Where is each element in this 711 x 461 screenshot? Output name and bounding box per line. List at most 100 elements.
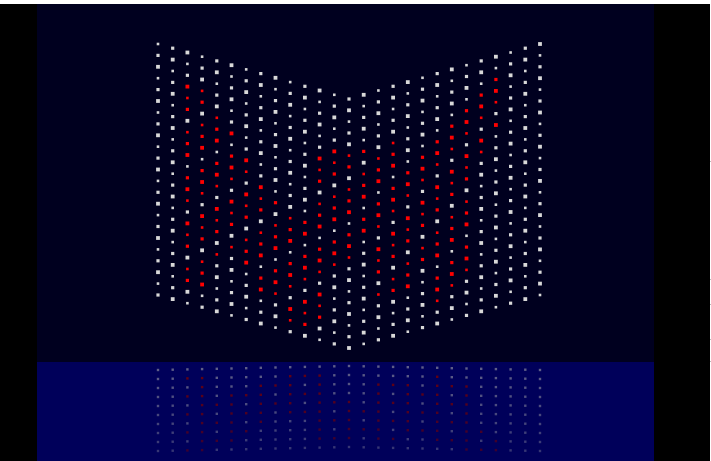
grid-dot bbox=[479, 104, 484, 109]
grid-dot bbox=[347, 210, 351, 215]
reflection-dot bbox=[377, 392, 380, 395]
grid-dot bbox=[405, 148, 410, 153]
grid-dot bbox=[464, 245, 469, 249]
grid-dot bbox=[215, 184, 219, 188]
grid-dot bbox=[450, 226, 454, 231]
grid-dot bbox=[303, 141, 307, 145]
reflection-dot bbox=[289, 402, 292, 405]
reflection-dot bbox=[215, 448, 218, 451]
grid-dot bbox=[465, 268, 468, 272]
reflection-dot bbox=[347, 382, 351, 386]
grid-dot bbox=[377, 157, 380, 160]
reflection-dot bbox=[465, 367, 468, 370]
grid-dot bbox=[524, 103, 527, 107]
grid-dot bbox=[435, 287, 440, 292]
reflection-dot bbox=[318, 437, 321, 440]
grid-dot bbox=[406, 205, 410, 209]
grid-dot bbox=[200, 271, 204, 275]
reflection-dot bbox=[230, 394, 233, 397]
grid-dot bbox=[171, 206, 174, 210]
grid-dot bbox=[377, 123, 380, 126]
reflection-dot bbox=[538, 413, 542, 417]
reflection-dot bbox=[333, 437, 336, 440]
grid-dot bbox=[538, 88, 542, 91]
grid-dot bbox=[171, 240, 174, 244]
grid-dot bbox=[303, 288, 307, 292]
grid-dot bbox=[464, 256, 469, 261]
grid-dot bbox=[509, 290, 512, 294]
reflection-dot bbox=[377, 446, 380, 449]
grid-dot bbox=[406, 330, 410, 333]
reflection-dot bbox=[465, 394, 468, 397]
reflection-dot bbox=[377, 365, 380, 368]
grid-dot bbox=[361, 228, 366, 233]
grid-dot bbox=[464, 313, 469, 317]
grid-dot bbox=[303, 129, 307, 134]
reflection-dot bbox=[509, 404, 512, 407]
grid-dot bbox=[244, 226, 249, 231]
reflection-dot bbox=[186, 413, 189, 416]
grid-dot bbox=[303, 118, 307, 122]
grid-dot bbox=[317, 190, 322, 195]
grid-dot bbox=[156, 88, 160, 92]
grid-dot bbox=[185, 278, 189, 282]
reflection-dot bbox=[362, 401, 365, 404]
grid-dot bbox=[435, 151, 440, 155]
grid-dot bbox=[156, 64, 160, 69]
grid-dot bbox=[494, 66, 498, 70]
grid-dot bbox=[377, 89, 380, 92]
reflection-dot bbox=[171, 440, 174, 443]
reflection-dot bbox=[406, 420, 409, 423]
reflection-dot bbox=[465, 412, 468, 415]
grid-dot bbox=[230, 75, 233, 78]
grid-dot bbox=[303, 163, 307, 168]
grid-dot bbox=[288, 125, 292, 130]
grid-dot bbox=[391, 141, 395, 145]
grid-dot bbox=[435, 117, 440, 121]
grid-dot bbox=[273, 303, 278, 307]
grid-dot bbox=[494, 259, 498, 264]
grid-dot bbox=[494, 203, 498, 206]
grid-dot bbox=[200, 100, 204, 104]
reflection-dot bbox=[538, 368, 542, 372]
grid-dot bbox=[156, 201, 160, 206]
render-viewport[interactable] bbox=[37, 4, 654, 461]
grid-dot bbox=[523, 46, 527, 50]
grid-dot bbox=[244, 136, 248, 139]
grid-dot bbox=[259, 106, 263, 110]
grid-dot bbox=[288, 136, 293, 141]
grid-dot bbox=[523, 217, 527, 221]
grid-dot bbox=[523, 251, 527, 256]
grid-dot bbox=[494, 169, 498, 172]
grid-dot bbox=[523, 57, 528, 62]
grid-dot bbox=[303, 84, 307, 88]
reflection-dot bbox=[465, 385, 468, 388]
reflection-dot bbox=[465, 430, 468, 433]
reflection-dot bbox=[509, 440, 512, 443]
grid-dot bbox=[303, 95, 307, 100]
grid-dot bbox=[303, 333, 307, 338]
reflection-dot bbox=[171, 368, 174, 371]
reflection-dot bbox=[362, 437, 365, 440]
grid-dot bbox=[435, 163, 439, 166]
reflection-dot bbox=[509, 377, 512, 380]
reflection-dot bbox=[245, 430, 248, 433]
grid-dot bbox=[258, 287, 263, 292]
grid-dot bbox=[479, 253, 483, 256]
grid-dot bbox=[229, 188, 234, 192]
grid-dot bbox=[406, 194, 410, 197]
grid-dot bbox=[185, 255, 190, 260]
grid-dot bbox=[171, 115, 175, 119]
reflection-dot bbox=[347, 409, 351, 413]
grid-dot bbox=[273, 99, 278, 103]
reflection-dot bbox=[538, 440, 542, 444]
grid-dot bbox=[318, 281, 322, 285]
reflection-dot bbox=[274, 420, 277, 423]
grid-dot bbox=[259, 95, 263, 98]
grid-dot bbox=[332, 183, 337, 188]
grid-dot bbox=[170, 160, 175, 165]
grid-dot bbox=[435, 208, 439, 212]
grid-dot bbox=[391, 311, 395, 315]
grid-dot bbox=[405, 216, 410, 221]
grid-dot bbox=[361, 126, 366, 131]
